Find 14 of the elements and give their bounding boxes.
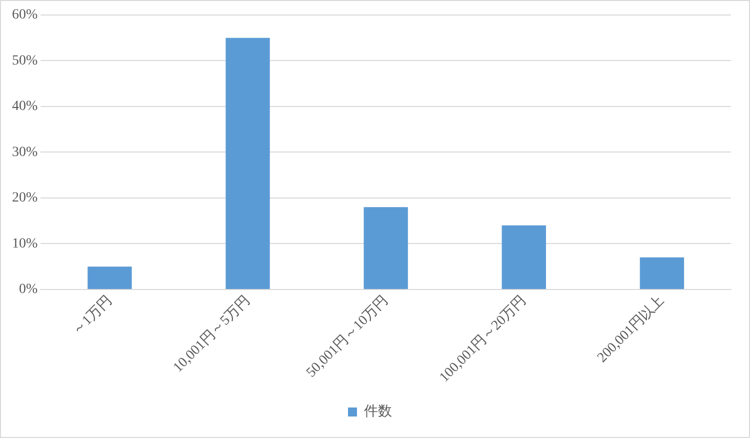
y-tick-label: 40% (12, 99, 38, 114)
y-tick-label: 10% (12, 236, 38, 252)
x-tick-label: ～1万円 (70, 293, 116, 338)
y-tick-label: 50% (12, 53, 38, 68)
y-tick-label: 20% (12, 190, 38, 206)
bar (640, 257, 684, 289)
bar (226, 38, 270, 289)
bar (88, 266, 132, 289)
y-tick-label: 30% (12, 144, 38, 160)
y-tick-label: 60% (12, 8, 38, 23)
bar (502, 225, 546, 289)
legend-label: 件数 (364, 404, 392, 420)
bar (364, 207, 408, 289)
y-tick-label: 0% (18, 282, 38, 298)
